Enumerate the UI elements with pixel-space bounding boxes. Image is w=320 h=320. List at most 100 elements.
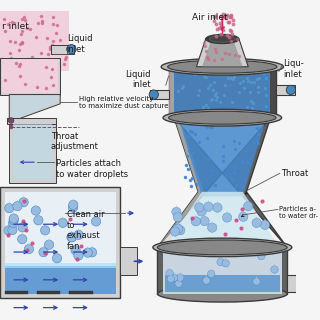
- Polygon shape: [0, 187, 120, 298]
- Polygon shape: [175, 222, 180, 229]
- Circle shape: [71, 246, 80, 255]
- Circle shape: [260, 220, 270, 229]
- Circle shape: [68, 200, 78, 210]
- Polygon shape: [157, 247, 287, 294]
- Circle shape: [67, 233, 76, 242]
- Polygon shape: [202, 215, 207, 221]
- Polygon shape: [225, 211, 229, 218]
- Text: Particles a-
to water dr-: Particles a- to water dr-: [279, 206, 318, 219]
- Polygon shape: [273, 264, 276, 269]
- Polygon shape: [169, 273, 173, 279]
- Polygon shape: [241, 210, 245, 217]
- Circle shape: [31, 206, 40, 215]
- Polygon shape: [12, 214, 16, 220]
- Circle shape: [171, 274, 178, 282]
- Circle shape: [204, 202, 213, 211]
- Polygon shape: [85, 246, 90, 253]
- Polygon shape: [204, 275, 208, 281]
- Text: r inlet: r inlet: [2, 22, 29, 31]
- Polygon shape: [0, 11, 69, 71]
- Polygon shape: [197, 201, 202, 207]
- Polygon shape: [270, 67, 276, 118]
- Circle shape: [44, 240, 54, 249]
- Ellipse shape: [161, 59, 284, 75]
- Polygon shape: [180, 122, 265, 196]
- Circle shape: [41, 226, 50, 235]
- Ellipse shape: [169, 111, 276, 124]
- Circle shape: [173, 212, 182, 222]
- Circle shape: [167, 275, 174, 283]
- Text: Liqu-
inlet: Liqu- inlet: [284, 59, 304, 79]
- Polygon shape: [287, 275, 310, 292]
- Polygon shape: [7, 118, 56, 124]
- Polygon shape: [43, 224, 47, 230]
- Polygon shape: [37, 291, 60, 294]
- Ellipse shape: [209, 36, 235, 42]
- Text: Liquid
inlet: Liquid inlet: [125, 69, 151, 89]
- Circle shape: [24, 244, 34, 254]
- Text: Clean air
to
exhaust
fan: Clean air to exhaust fan: [67, 210, 104, 251]
- Circle shape: [68, 203, 78, 212]
- Circle shape: [208, 270, 215, 277]
- Polygon shape: [76, 249, 81, 256]
- Circle shape: [92, 217, 101, 226]
- Polygon shape: [69, 231, 74, 237]
- Polygon shape: [34, 204, 38, 211]
- Polygon shape: [10, 223, 15, 230]
- Polygon shape: [174, 67, 270, 118]
- Circle shape: [9, 216, 18, 225]
- Polygon shape: [224, 258, 228, 263]
- Circle shape: [217, 258, 224, 266]
- Circle shape: [213, 203, 222, 212]
- Polygon shape: [219, 256, 222, 262]
- Polygon shape: [276, 85, 295, 94]
- Circle shape: [67, 233, 76, 242]
- Polygon shape: [4, 263, 116, 268]
- Polygon shape: [12, 212, 16, 219]
- Polygon shape: [4, 192, 116, 294]
- Circle shape: [286, 85, 295, 94]
- Polygon shape: [199, 205, 204, 212]
- Polygon shape: [157, 118, 287, 247]
- Circle shape: [173, 224, 183, 234]
- Polygon shape: [172, 272, 176, 278]
- Circle shape: [67, 44, 76, 54]
- Polygon shape: [194, 215, 198, 221]
- Polygon shape: [41, 246, 46, 252]
- Polygon shape: [36, 214, 41, 220]
- Circle shape: [271, 266, 278, 273]
- Circle shape: [58, 218, 68, 228]
- Polygon shape: [21, 196, 26, 202]
- Ellipse shape: [163, 109, 282, 126]
- Polygon shape: [178, 272, 182, 277]
- Polygon shape: [169, 67, 174, 118]
- Circle shape: [208, 223, 217, 232]
- Polygon shape: [60, 216, 65, 223]
- Ellipse shape: [168, 60, 277, 73]
- Circle shape: [177, 274, 184, 281]
- Polygon shape: [76, 228, 81, 235]
- Polygon shape: [168, 268, 172, 273]
- Circle shape: [195, 203, 204, 212]
- Circle shape: [52, 254, 62, 263]
- Circle shape: [9, 219, 18, 228]
- Polygon shape: [90, 246, 94, 252]
- Circle shape: [74, 230, 83, 240]
- Circle shape: [9, 214, 18, 223]
- Circle shape: [8, 225, 17, 235]
- Polygon shape: [255, 276, 259, 282]
- Circle shape: [9, 125, 13, 129]
- Polygon shape: [163, 247, 282, 294]
- Polygon shape: [13, 124, 52, 179]
- Circle shape: [258, 252, 265, 260]
- Polygon shape: [169, 67, 276, 118]
- Polygon shape: [210, 221, 214, 228]
- Polygon shape: [0, 58, 60, 94]
- Circle shape: [166, 269, 173, 277]
- Polygon shape: [165, 192, 280, 247]
- Ellipse shape: [206, 34, 239, 44]
- Polygon shape: [11, 217, 15, 223]
- Circle shape: [239, 212, 248, 221]
- Polygon shape: [15, 200, 20, 206]
- Circle shape: [13, 202, 22, 211]
